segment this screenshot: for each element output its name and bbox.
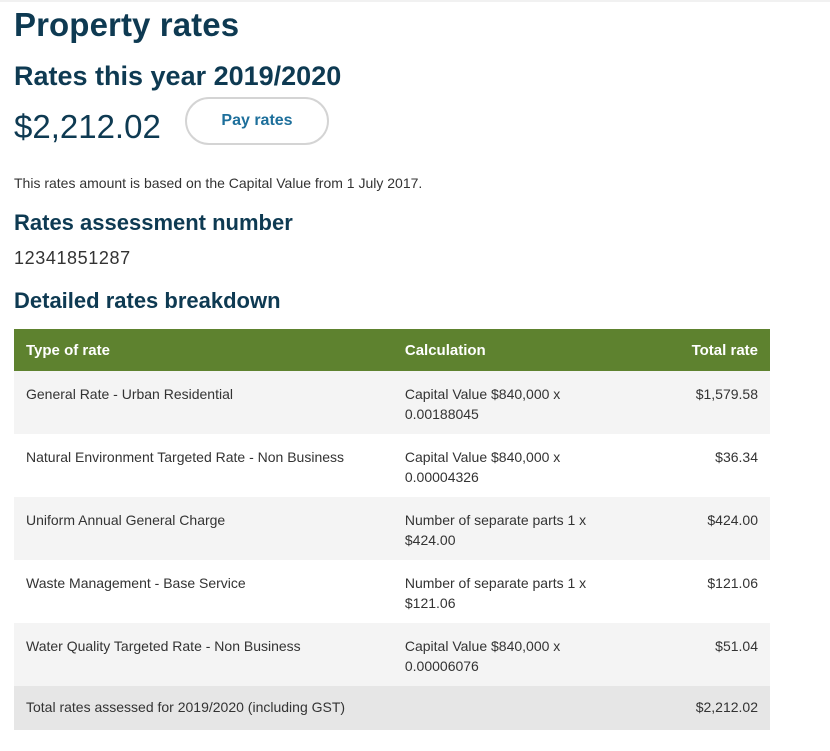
rate-calculation-text: Capital Value $840,000 x 0.00188045 bbox=[404, 386, 561, 422]
table-row: Waste Management - Base Service Number o… bbox=[14, 560, 770, 623]
rate-calculation-text: Capital Value $840,000 x 0.00004326 bbox=[404, 449, 561, 485]
assessment-number-heading: Rates assessment number bbox=[14, 210, 293, 235]
column-header-total: Total rate bbox=[636, 329, 770, 371]
rate-type-cell: Water Quality Targeted Rate - Non Busine… bbox=[14, 623, 393, 686]
rate-calculation-text: Capital Value $840,000 x 0.00006076 bbox=[404, 638, 561, 674]
rate-calculation-cell: Capital Value $840,000 x 0.00188045 bbox=[392, 371, 637, 434]
top-divider bbox=[0, 0, 830, 2]
rate-type-cell: Uniform Annual General Charge bbox=[14, 497, 393, 560]
rates-year-heading: Rates this year 2019/2020 bbox=[14, 61, 342, 91]
table-header-row: Type of rate Calculation Total rate bbox=[14, 329, 770, 371]
rate-calculation-cell: Capital Value $840,000 x 0.00004326 bbox=[392, 434, 637, 497]
pay-rates-button[interactable]: Pay rates bbox=[185, 97, 329, 145]
rate-total-cell: $36.34 bbox=[636, 434, 770, 497]
rate-calculation-text: Number of separate parts 1 x $121.06 bbox=[404, 575, 587, 611]
rates-breakdown-table: Type of rate Calculation Total rate Gene… bbox=[14, 329, 770, 730]
rate-total-cell: $1,579.58 bbox=[636, 371, 770, 434]
rate-calculation-cell: Number of separate parts 1 x $121.06 bbox=[392, 560, 637, 623]
table-row: Natural Environment Targeted Rate - Non … bbox=[14, 434, 770, 497]
rate-calculation-cell: Number of separate parts 1 x $424.00 bbox=[392, 497, 637, 560]
rate-total-cell: $51.04 bbox=[636, 623, 770, 686]
breakdown-heading: Detailed rates breakdown bbox=[14, 288, 281, 313]
rate-total-cell: $121.06 bbox=[636, 560, 770, 623]
table-total-row: Total rates assessed for 2019/2020 (incl… bbox=[14, 686, 770, 730]
total-amount-cell: $2,212.02 bbox=[636, 686, 770, 730]
rate-type-cell: Waste Management - Base Service bbox=[14, 560, 393, 623]
rate-type-cell: Natural Environment Targeted Rate - Non … bbox=[14, 434, 393, 497]
column-header-calculation: Calculation bbox=[392, 329, 637, 371]
rate-calculation-text: Number of separate parts 1 x $424.00 bbox=[404, 512, 587, 548]
rates-amount: $2,212.02 bbox=[14, 108, 161, 145]
column-header-type: Type of rate bbox=[14, 329, 393, 371]
table-row: Uniform Annual General Charge Number of … bbox=[14, 497, 770, 560]
total-label-cell: Total rates assessed for 2019/2020 (incl… bbox=[14, 686, 637, 730]
table-row: General Rate - Urban Residential Capital… bbox=[14, 371, 770, 434]
rates-basis-note: This rates amount is based on the Capita… bbox=[14, 175, 423, 191]
assessment-number: 12341851287 bbox=[14, 248, 131, 268]
rate-total-cell: $424.00 bbox=[636, 497, 770, 560]
rate-calculation-cell: Capital Value $840,000 x 0.00006076 bbox=[392, 623, 637, 686]
table-row: Water Quality Targeted Rate - Non Busine… bbox=[14, 623, 770, 686]
page-title: Property rates bbox=[14, 6, 240, 43]
rate-type-cell: General Rate - Urban Residential bbox=[14, 371, 393, 434]
